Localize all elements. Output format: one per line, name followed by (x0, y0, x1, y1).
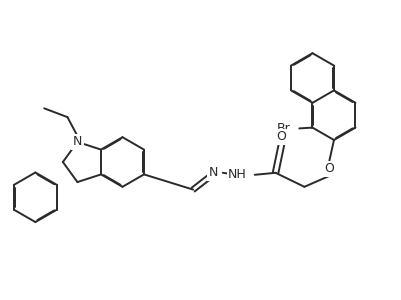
Text: N: N (73, 135, 82, 148)
Text: O: O (324, 162, 334, 175)
Text: NH: NH (228, 168, 247, 181)
Text: O: O (277, 130, 287, 143)
Text: Br: Br (277, 122, 290, 135)
Text: N: N (209, 166, 218, 179)
